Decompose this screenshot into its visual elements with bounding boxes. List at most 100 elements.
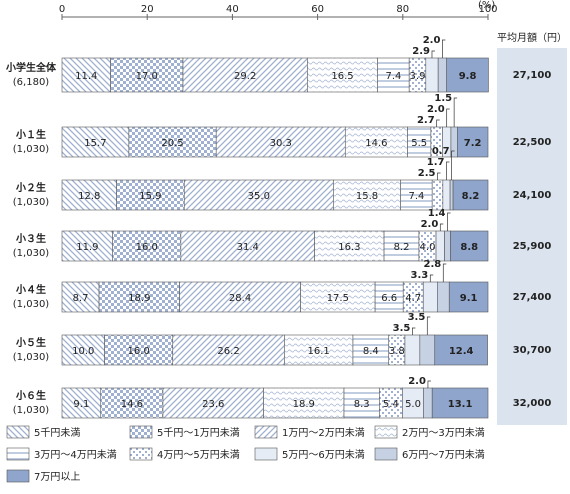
bar-segment — [343, 387, 380, 419]
value-label: 11.4 — [75, 71, 97, 82]
value-label: 2.0 — [423, 35, 441, 46]
bar-segment — [377, 57, 410, 93]
value-label: 15.9 — [139, 191, 161, 202]
sample-size: (1,030) — [13, 405, 50, 416]
value-label: 12.8 — [78, 191, 100, 202]
bar-segment — [449, 179, 454, 211]
bar-segment — [431, 179, 444, 211]
bar-segment — [450, 230, 489, 262]
value-label: 4.0 — [420, 242, 436, 253]
value-label: 17.0 — [136, 71, 158, 82]
value-label: 8.8 — [460, 242, 478, 253]
average-value: 24,100 — [513, 190, 552, 201]
bar-segment — [437, 281, 450, 313]
bar-segment — [100, 387, 164, 419]
leader-line — [426, 316, 431, 335]
value-label: 28.4 — [229, 293, 251, 304]
value-label: 5.0 — [405, 399, 421, 410]
value-label: 2.7 — [417, 115, 435, 126]
bar-segment — [446, 57, 489, 93]
leader-line — [447, 212, 451, 231]
bar-segment — [263, 387, 345, 419]
leader-line — [442, 39, 446, 58]
leader-line — [436, 119, 440, 127]
average-value: 27,400 — [513, 292, 552, 303]
bar-segment — [61, 230, 113, 262]
value-label: 35.0 — [248, 191, 270, 202]
category-label: 小１生 — [15, 128, 46, 141]
bar-segment — [457, 126, 489, 158]
value-label: 8.3 — [354, 399, 370, 410]
value-label: 1.7 — [427, 157, 445, 168]
value-label: 1.4 — [428, 208, 446, 219]
value-label: 26.2 — [217, 346, 239, 357]
bar-segment — [344, 126, 408, 158]
leader-line — [437, 172, 441, 180]
value-label: 9.1 — [73, 399, 89, 410]
value-label: 2.0 — [421, 219, 439, 230]
value-label: 15.8 — [356, 191, 378, 202]
average-value: 22,500 — [513, 137, 552, 148]
average-column-bg — [497, 48, 567, 425]
value-label: 23.6 — [202, 399, 224, 410]
value-label: 1.5 — [434, 93, 452, 104]
value-label: 3.3 — [411, 270, 429, 281]
bar-segment — [452, 179, 489, 211]
value-label: 3.8 — [389, 346, 405, 357]
leader-line — [446, 108, 450, 127]
value-label: 14.6 — [121, 399, 143, 410]
value-label: 2.5 — [418, 168, 436, 179]
bar-segment — [419, 334, 436, 366]
bar-segment — [215, 126, 346, 158]
category-label: 小４生 — [15, 283, 46, 296]
leader-line — [427, 380, 431, 388]
leader-line — [429, 274, 434, 282]
value-label: 2.9 — [412, 46, 430, 57]
bar-segment — [61, 281, 100, 313]
legend-swatch — [374, 447, 398, 461]
bar-segment — [423, 387, 433, 419]
average-value: 32,000 — [513, 398, 552, 409]
legend-label: 5千円未満 — [34, 427, 80, 439]
value-label: 2.0 — [408, 376, 426, 387]
bar-segment — [422, 281, 438, 313]
legend-swatch — [6, 425, 30, 439]
category-label: 小２生 — [15, 181, 46, 194]
bar-segment — [442, 179, 451, 211]
sample-size: (1,030) — [13, 197, 50, 208]
x-tick-label: 0 — [59, 4, 65, 15]
leader-line — [442, 263, 447, 282]
value-label: 16.3 — [338, 242, 360, 253]
value-label: 5.5 — [411, 138, 427, 149]
bar-segment — [307, 57, 378, 93]
value-label: 16.0 — [136, 242, 158, 253]
value-label: 5.4 — [383, 399, 399, 410]
legend-label: 7万円以上 — [34, 471, 80, 483]
bar-segment — [435, 230, 445, 262]
bar-segment — [180, 230, 315, 262]
bar-segment — [352, 334, 390, 366]
value-label: 9.8 — [459, 71, 477, 82]
bar-segment — [383, 230, 420, 262]
leader-line — [451, 150, 455, 180]
value-label: 16.5 — [331, 71, 353, 82]
bar-segment — [284, 334, 354, 366]
value-label: 2.8 — [424, 259, 442, 270]
x-tick-label: 40 — [226, 4, 239, 15]
value-label: 4.7 — [405, 293, 421, 304]
sample-size: (1,030) — [13, 352, 50, 363]
bar-segment — [110, 57, 184, 93]
sample-size: (1,030) — [13, 144, 50, 155]
leader-line — [431, 50, 435, 58]
legend-label: 4万円～5万円未満 — [157, 449, 240, 461]
bar-segment — [182, 57, 308, 93]
legend-label: 5万円～6万円未満 — [282, 449, 365, 461]
value-label: 8.2 — [462, 191, 480, 202]
category-label: 小６生 — [15, 389, 46, 402]
value-label: 8.7 — [73, 293, 89, 304]
bar-segment — [61, 387, 102, 419]
bar-segment — [437, 57, 447, 93]
category-label: 小５生 — [15, 336, 46, 349]
value-label: 18.9 — [293, 399, 315, 410]
legend-swatch — [254, 447, 278, 461]
